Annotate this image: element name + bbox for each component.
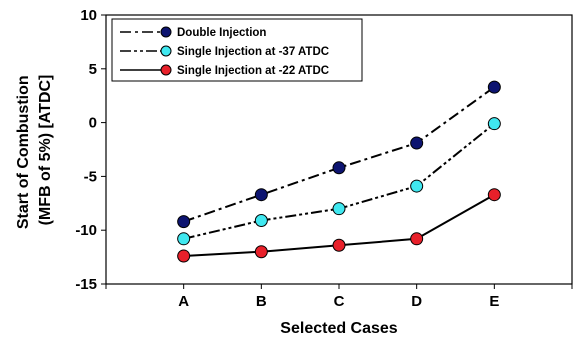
series-1-point — [332, 161, 346, 175]
y-tick-label: -5 — [84, 168, 97, 185]
series-1-point — [177, 215, 191, 229]
y-tick-label: 5 — [89, 61, 97, 78]
x-tick-label: C — [334, 293, 345, 310]
x-tick-label: E — [489, 293, 499, 310]
legend-label-3: Single Injection at -22 ATDC — [177, 65, 329, 77]
y-axis: -15 -10 -5 0 5 10 — [75, 7, 106, 293]
series-3-point — [410, 232, 424, 246]
series-1-point — [410, 136, 424, 150]
x-tick-label: D — [411, 293, 422, 310]
x-axis: A B C D E — [105, 284, 573, 310]
series-2-point — [487, 117, 501, 131]
y-axis-title-line-2: (MFB of 5%) [ATDC] — [37, 75, 54, 226]
y-tick-label: 10 — [80, 7, 97, 24]
x-tick-label: B — [256, 293, 267, 310]
legend-marker-3 — [160, 64, 172, 76]
y-tick-label: 0 — [89, 115, 97, 132]
series-1-point — [254, 188, 268, 202]
series-2-point — [332, 202, 346, 216]
legend-label-1: Double Injection — [177, 27, 266, 39]
y-axis-title: Start of Combustion (MFB of 5%) [ATDC] — [15, 71, 54, 229]
y-tick-label: -15 — [75, 276, 97, 293]
series-3-point — [332, 238, 346, 252]
legend-marker-2 — [160, 45, 172, 57]
series-2-point — [410, 179, 424, 193]
series-3-point — [177, 249, 191, 263]
y-tick-label: -10 — [75, 222, 97, 239]
series-points — [177, 80, 501, 263]
legend: Double Injection Single Injection at -37 … — [111, 18, 363, 82]
x-tick-label: A — [178, 293, 189, 310]
series-3-point — [487, 188, 501, 202]
legend-label-2: Single Injection at -37 ATDC — [177, 46, 329, 58]
series-1-point — [487, 80, 501, 94]
y-axis-title-line-1: Start of Combustion — [15, 75, 32, 229]
series-3-point — [254, 245, 268, 259]
legend-marker-1 — [160, 26, 172, 38]
series-2-point — [254, 214, 268, 228]
x-axis-title: Selected Cases — [280, 320, 398, 337]
series-2-point — [177, 232, 191, 246]
